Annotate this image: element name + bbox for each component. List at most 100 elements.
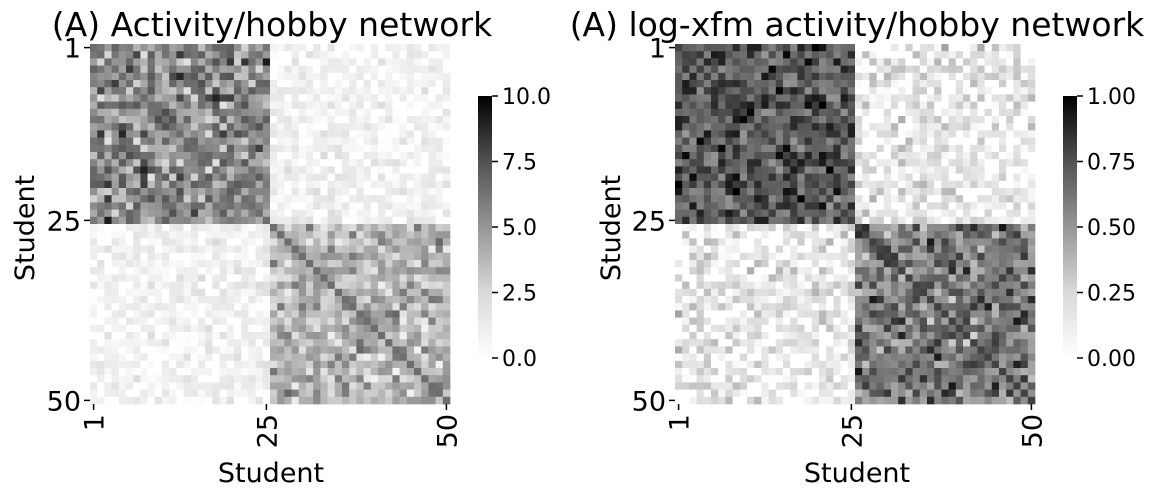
heatmap-cell	[342, 144, 350, 153]
heatmap-cell	[919, 238, 928, 246]
heatmap-cell	[797, 346, 805, 354]
heatmap-cell	[198, 274, 206, 282]
heatmap-cell	[840, 346, 849, 354]
heatmap-cell	[190, 346, 199, 354]
heatmap-cell	[696, 238, 705, 246]
heatmap-cell	[912, 94, 921, 102]
heatmap-cell	[442, 389, 451, 398]
heatmap-cell	[1013, 360, 1021, 369]
heatmap-cell	[421, 94, 429, 102]
heatmap-cell	[205, 87, 213, 95]
heatmap-cell	[754, 396, 762, 405]
heatmap-cell	[435, 180, 444, 189]
heatmap-cell	[675, 346, 683, 354]
heatmap-cell	[862, 310, 870, 318]
heatmap-cell	[428, 238, 436, 246]
heatmap-cell	[1013, 303, 1021, 311]
heatmap-cell	[675, 274, 683, 282]
heatmap-cell	[991, 317, 1000, 326]
heatmap-cell	[876, 281, 885, 290]
heatmap-cell	[277, 180, 285, 189]
heatmap-cell	[392, 202, 400, 210]
heatmap-cell	[1027, 202, 1036, 210]
heatmap-cell	[284, 303, 292, 311]
heatmap-cell	[912, 87, 921, 95]
heatmap-cell	[226, 260, 235, 268]
heatmap-cell	[104, 209, 112, 218]
heatmap-cell	[984, 260, 993, 268]
heatmap-cell	[934, 152, 942, 160]
heatmap-cell	[190, 94, 199, 102]
heatmap-cell	[118, 224, 127, 232]
heatmap-cell	[739, 346, 748, 354]
heatmap-cell	[927, 209, 935, 218]
heatmap-cell	[378, 94, 386, 102]
heatmap-cell	[1006, 80, 1014, 88]
heatmap-cell	[140, 224, 148, 232]
heatmap-cell	[169, 101, 177, 110]
heatmap-cell	[118, 195, 127, 203]
heatmap-cell	[891, 224, 899, 232]
heatmap-cell	[176, 224, 184, 232]
heatmap-cell	[291, 51, 300, 59]
heatmap-cell	[176, 346, 184, 354]
heatmap-cell	[891, 260, 899, 268]
heatmap-cell	[428, 260, 436, 268]
heatmap-cell	[313, 137, 321, 146]
heatmap-cell	[241, 267, 249, 275]
heatmap-cell	[306, 317, 314, 326]
heatmap-cell	[682, 396, 690, 405]
heatmap-cell	[984, 382, 993, 390]
heatmap-cell	[905, 310, 913, 318]
heatmap-cell	[392, 260, 400, 268]
heatmap-cell	[421, 375, 429, 383]
heatmap-cell	[370, 44, 379, 52]
heatmap-cell	[898, 360, 906, 369]
heatmap-cell	[104, 180, 112, 189]
heatmap-cell	[306, 72, 314, 81]
heatmap-cell	[248, 317, 256, 326]
heatmap-cell	[406, 303, 415, 311]
heatmap-cell	[169, 245, 177, 254]
heatmap-cell	[241, 346, 249, 354]
heatmap-cell	[248, 238, 256, 246]
heatmap-cell	[255, 296, 264, 304]
heatmap-cell	[162, 166, 170, 174]
heatmap-cell	[919, 130, 928, 138]
heatmap-cell	[414, 303, 422, 311]
heatmap-cell	[248, 152, 256, 160]
heatmap-cell	[183, 180, 192, 189]
heatmap-cell	[298, 238, 307, 246]
heatmap-cell	[133, 396, 141, 405]
heatmap-cell	[689, 382, 697, 390]
heatmap-cell	[941, 375, 949, 383]
heatmap-cell	[912, 188, 921, 196]
heatmap-cell	[855, 180, 863, 189]
heatmap-cell	[783, 87, 791, 95]
heatmap-cell	[999, 72, 1007, 81]
heatmap-cell	[392, 382, 400, 390]
heatmap-cell	[696, 87, 705, 95]
heatmap-cell	[682, 195, 690, 203]
heatmap-cell	[313, 368, 321, 376]
heatmap-cell	[356, 296, 364, 304]
heatmap-cell	[689, 44, 697, 52]
heatmap-cell	[977, 101, 985, 110]
heatmap-cell	[421, 101, 429, 110]
heatmap-cell	[1013, 382, 1021, 390]
heatmap-cell	[977, 267, 985, 275]
heatmap-cell	[111, 144, 120, 153]
heatmap-cell	[1013, 137, 1021, 146]
heatmap-cell	[847, 152, 856, 160]
heatmap-cell	[205, 130, 213, 138]
heatmap-cell	[761, 80, 769, 88]
heatmap-cell	[212, 137, 220, 146]
heatmap-cell	[234, 281, 242, 290]
heatmap-cell	[198, 130, 206, 138]
heatmap-cell	[435, 101, 444, 110]
heatmap-cell	[392, 396, 400, 405]
heatmap-cell	[747, 389, 755, 398]
heatmap-cell	[385, 245, 393, 254]
heatmap-cell	[284, 116, 292, 124]
heatmap-cell	[399, 252, 408, 261]
